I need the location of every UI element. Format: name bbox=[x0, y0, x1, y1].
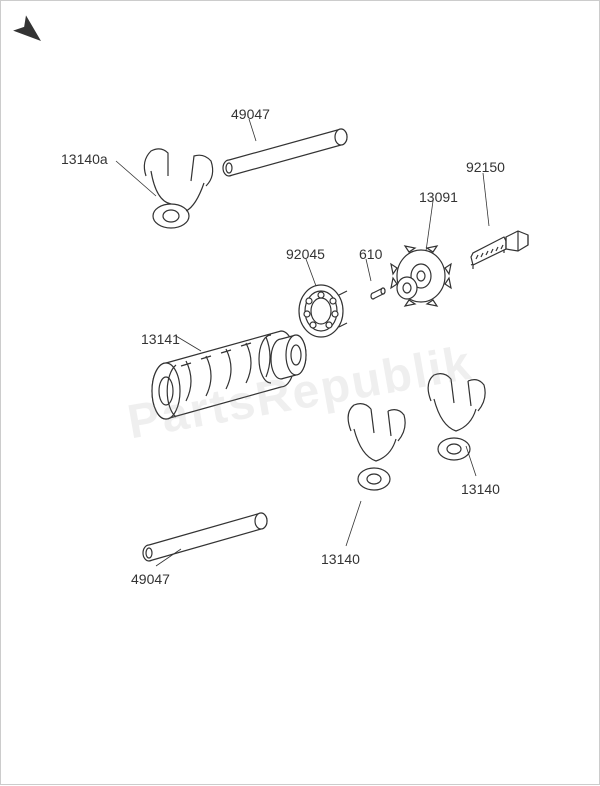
shift-fork-right-2-part bbox=[428, 374, 485, 460]
shift-fork-upper-part bbox=[144, 149, 212, 228]
label-13140-c: 13140 bbox=[461, 481, 500, 497]
rod-upper-part bbox=[223, 129, 347, 176]
pin-part bbox=[371, 288, 385, 299]
label-13140-b: 13140 bbox=[321, 551, 360, 567]
bearing-part bbox=[299, 285, 347, 337]
direction-arrow bbox=[13, 15, 47, 48]
label-92045: 92045 bbox=[286, 246, 325, 262]
label-49047-lower: 49047 bbox=[131, 571, 170, 587]
holder-cam-part bbox=[391, 246, 451, 306]
label-49047-upper: 49047 bbox=[231, 106, 270, 122]
label-13140a: 13140a bbox=[61, 151, 108, 167]
label-92150: 92150 bbox=[466, 159, 505, 175]
label-13141: 13141 bbox=[141, 331, 180, 347]
shift-fork-right-1-part bbox=[348, 404, 405, 490]
parts-diagram: 13140a 49047 92045 610 13091 92150 13141… bbox=[1, 1, 599, 784]
bolt-part bbox=[471, 231, 528, 269]
label-13091: 13091 bbox=[419, 189, 458, 205]
diagram-svg bbox=[1, 1, 600, 786]
label-610: 610 bbox=[359, 246, 382, 262]
rod-lower-part bbox=[143, 513, 267, 561]
